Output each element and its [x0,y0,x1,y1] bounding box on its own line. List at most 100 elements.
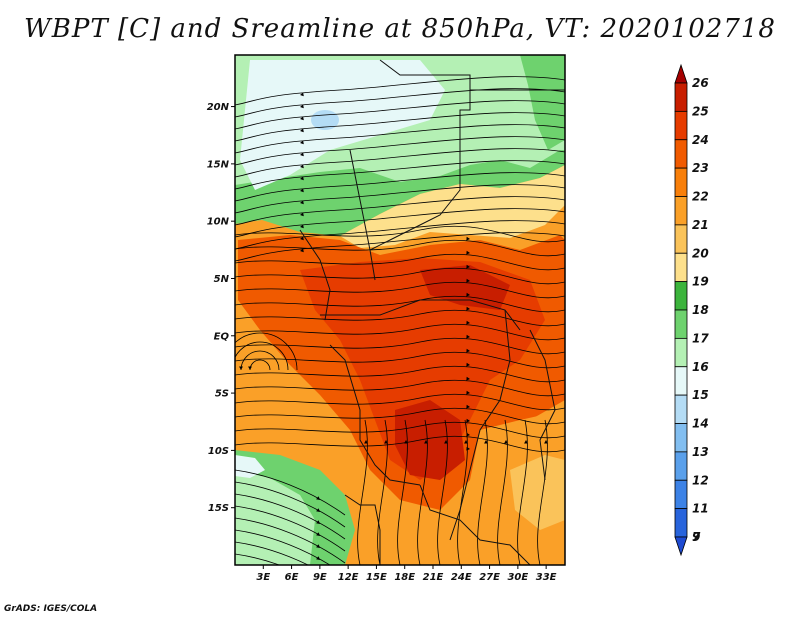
streamline [397,419,408,565]
wbpt-region-se-yellow [510,455,565,530]
streamline [235,505,346,552]
streamline-arrow [466,404,470,409]
border-line [349,149,376,281]
streamline [235,421,565,439]
streamline [235,220,565,250]
colorbar-swatch [674,281,688,311]
streamline [235,232,565,262]
streamline-arrow [466,348,470,353]
wbpt-region-yellow [340,165,565,248]
lon-tick-label: 27E [479,572,500,583]
colorbar-label: 19 [692,275,709,289]
lat-tick-label: 15S [208,503,229,514]
streamline [235,341,289,371]
streamline [417,419,428,565]
colorbar-label: 17 [692,331,709,345]
colorbar-label: 18 [692,303,709,317]
streamline [235,332,298,371]
streamline-arrow [466,376,470,381]
streamline [235,393,565,411]
coastline [329,344,421,486]
country-borders [299,59,565,565]
colorbar-label: 24 [692,133,709,147]
streamline-arrow [300,188,304,193]
streamline [235,365,565,383]
colorbar-swatch [674,224,688,254]
colorbar-swatch [674,394,688,424]
colorbar-label: 16 [692,360,709,374]
lat-tick-label: 5S [215,389,229,400]
streamline-arrow [316,520,320,524]
border-line [449,309,511,541]
streamline [240,350,280,371]
grads-credit: GrADS: IGES/COLA [4,604,98,614]
streamline-arrow [466,418,470,423]
streamline [235,323,565,341]
streamline-arrow [464,440,468,444]
streamline [235,481,346,528]
wbpt-region-blue [311,110,339,130]
streamline [235,553,281,565]
streamline [235,239,565,257]
streamline [235,407,565,425]
colorbar-arrow-bottom [674,536,688,557]
streamline [235,225,565,243]
streamline-arrow [444,440,448,444]
streamline [235,148,565,178]
wbpt-region-sw-green-light [235,470,315,565]
streamline [437,419,448,565]
streamline-arrow [466,236,470,241]
colorbar-label: 26 [692,76,709,90]
lon-tick-label: 6E [285,572,299,583]
border-line [320,299,521,331]
streamline-arrow [466,362,470,367]
colorbar: 26 25 24 23 22 21 20 19 18 17 16 15 14 13 12 11 97 [674,63,709,557]
wbpt-region-cyan [240,60,445,190]
streamline [235,469,346,516]
streamline-arrow [424,440,428,444]
streamline-arrow [300,212,304,217]
streamline-arrow [504,440,508,444]
streamline [235,379,565,397]
lat-tick-label: 20N [207,102,230,113]
streamline-arrow [300,248,304,253]
colorbar-swatch [674,196,688,226]
streamline [235,196,565,226]
colorbar-label: 11 [692,502,709,516]
colorbar-swatch [674,423,688,453]
streamline [235,267,565,285]
streamline-arrow [544,440,548,444]
colorbar-swatch [674,479,688,510]
border-line [419,484,531,565]
streamline-arrow [364,440,368,444]
streamline-arrow [524,440,528,444]
streamline-arrow [466,278,470,283]
streamline-arrow [466,292,470,297]
streamline-arrow [248,366,252,370]
streamline-arrow [384,440,388,444]
streamline [235,160,565,190]
lon-tick-label: 3E [256,572,270,583]
streamline-arrow [316,544,320,548]
streamline [235,517,346,564]
border-line [529,329,556,481]
streamline-arrow [466,250,470,255]
lon-tick-label: 33E [536,572,557,583]
streamline-arrow [300,236,304,241]
streamline [235,493,346,540]
streamline-arrow [300,104,304,109]
streamline [235,172,565,202]
streamline [235,136,565,166]
streamline-arrow [466,320,470,325]
colorbar-arrow-top [674,63,688,84]
streamline-arrow [221,366,225,370]
streamline [235,88,565,118]
streamline-arrow [300,176,304,181]
streamline-arrow [484,440,488,444]
colorbar-label: 20 [692,246,709,260]
streamline-arrow [300,224,304,229]
colorbar-swatch [674,366,688,396]
colorbar-label: 14 [692,417,709,431]
wbpt-region-dark-red-2 [420,265,510,310]
streamline [235,208,565,238]
